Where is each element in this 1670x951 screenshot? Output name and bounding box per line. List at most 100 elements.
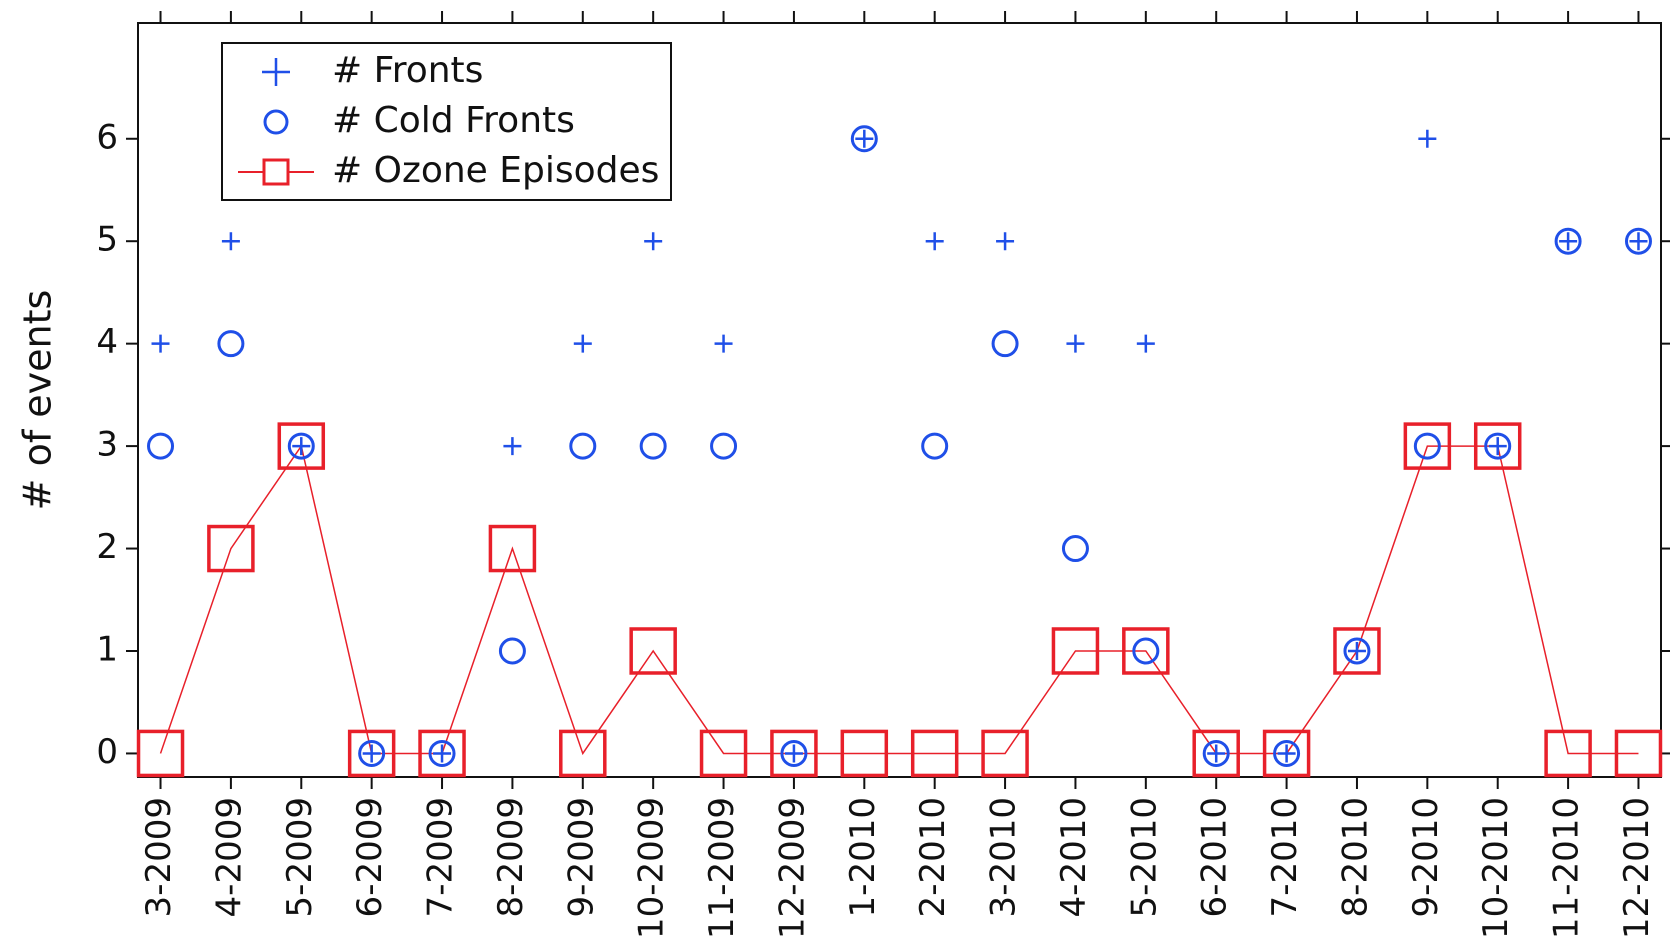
y-tick-label: 6: [96, 117, 118, 157]
x-tick-label: 1-2010: [843, 797, 883, 917]
cold-front-marker: [780, 739, 808, 767]
cold-front-marker: [1554, 227, 1582, 255]
ozone-marker: [1614, 729, 1663, 778]
x-tick-label: 9-2009: [561, 797, 601, 917]
ozone-marker: [488, 524, 537, 573]
cold-front-marker: [991, 330, 1019, 358]
y-tick-label: 0: [96, 732, 118, 772]
front-marker: [151, 334, 170, 353]
x-tick-label: 4-2009: [209, 797, 249, 917]
ozone-marker: [136, 729, 185, 778]
cold-front-marker: [1484, 432, 1512, 460]
front-marker: [925, 232, 944, 251]
legend-label: # Cold Fronts: [332, 100, 575, 141]
front-marker: [292, 437, 311, 456]
front-marker: [714, 334, 733, 353]
cold-front-marker: [1343, 637, 1371, 665]
x-tick-label: 6-2009: [350, 797, 390, 917]
cold-front-marker: [710, 432, 738, 460]
ozone-marker: [629, 627, 677, 675]
x-tick-label: 3-2010: [984, 797, 1024, 917]
cold-front-marker: [639, 432, 667, 460]
x-tick-label: 10-2010: [1476, 797, 1516, 939]
cold-front-marker: [1061, 535, 1089, 563]
legend-square: [262, 158, 290, 186]
ozone-marker: [1333, 627, 1381, 675]
x-tick-label: 5-2010: [1124, 797, 1164, 917]
x-tick-label: 5-2009: [280, 797, 320, 917]
x-tick-label: 12-2010: [1617, 797, 1657, 939]
cold-front-marker: [498, 637, 526, 665]
cold-front-marker: [921, 432, 949, 460]
ozone-marker: [1122, 627, 1170, 675]
cold-front-marker: [217, 330, 245, 358]
legend-label: # Ozone Episodes: [332, 150, 659, 191]
ozone-line: [159, 444, 1639, 756]
front-marker: [1277, 744, 1296, 763]
x-tick-label: 8-2010: [1335, 797, 1375, 917]
legend-label: # Fronts: [332, 50, 483, 91]
ozone-marker: [699, 729, 748, 778]
x-tick-label: 11-2010: [1547, 797, 1587, 939]
ozone-marker: [1403, 422, 1452, 470]
front-marker: [644, 232, 663, 251]
x-tick-label: 4-2010: [1054, 797, 1094, 917]
ozone-marker: [1192, 729, 1240, 778]
cold-front-marker: [569, 432, 597, 460]
front-marker: [1418, 129, 1437, 148]
y-axis-label: # of events: [16, 290, 60, 511]
front-marker: [1488, 437, 1507, 456]
front-marker: [221, 232, 240, 251]
front-marker: [1559, 232, 1578, 251]
cold-front-marker: [1132, 637, 1160, 665]
front-marker: [1207, 744, 1226, 763]
front-marker: [1629, 232, 1648, 251]
cold-front-marker: [1413, 432, 1441, 460]
x-tick-label: 8-2009: [491, 797, 531, 917]
cold-front-marker: [1273, 739, 1301, 767]
ozone-marker: [277, 422, 326, 470]
cold-front-marker: [287, 432, 315, 460]
ozone-marker: [207, 524, 255, 573]
legend-circle: [263, 109, 289, 135]
ozone-marker: [840, 729, 889, 778]
legend-plus: [262, 58, 290, 86]
x-tick-label: 6-2010: [1195, 797, 1235, 917]
x-tick-label: 11-2009: [702, 797, 742, 939]
cold-front-marker: [1624, 227, 1652, 255]
cold-front-marker: [428, 739, 456, 767]
front-marker: [784, 744, 803, 763]
x-tick-label: 2-2010: [913, 797, 953, 917]
plot-frame: [137, 22, 1662, 778]
ozone-marker: [418, 729, 466, 778]
front-marker: [1066, 334, 1085, 353]
front-marker: [855, 129, 874, 148]
cold-front-marker: [147, 432, 175, 460]
front-marker: [503, 437, 522, 456]
x-tick-label: 3-2009: [139, 797, 179, 917]
cold-front-marker: [850, 125, 878, 153]
cold-front-marker: [1202, 739, 1230, 767]
ozone-marker: [981, 729, 1029, 778]
y-tick-label: 1: [96, 629, 118, 669]
ozone-marker: [559, 729, 607, 778]
x-tick-label: 10-2009: [632, 797, 672, 939]
front-marker: [573, 334, 592, 353]
legend: # Fronts # Cold Fronts # Ozone Episodes: [221, 42, 672, 201]
front-marker: [433, 744, 452, 763]
x-tick-label: 7-2010: [1265, 797, 1305, 917]
x-tick-label: 9-2010: [1406, 797, 1446, 917]
x-tick-label: 7-2009: [421, 797, 461, 917]
cold-front-marker: [358, 739, 386, 767]
front-marker: [996, 232, 1015, 251]
front-marker: [1136, 334, 1155, 353]
legend-box: [221, 42, 672, 201]
y-tick-label: 3: [96, 425, 118, 465]
y-tick-label: 2: [96, 527, 118, 567]
front-marker: [362, 744, 381, 763]
ozone-marker: [910, 729, 959, 778]
ozone-marker: [347, 729, 396, 778]
y-tick-label: 4: [96, 322, 118, 362]
x-tick-label: 12-2009: [772, 797, 812, 939]
ozone-marker: [1262, 729, 1311, 778]
